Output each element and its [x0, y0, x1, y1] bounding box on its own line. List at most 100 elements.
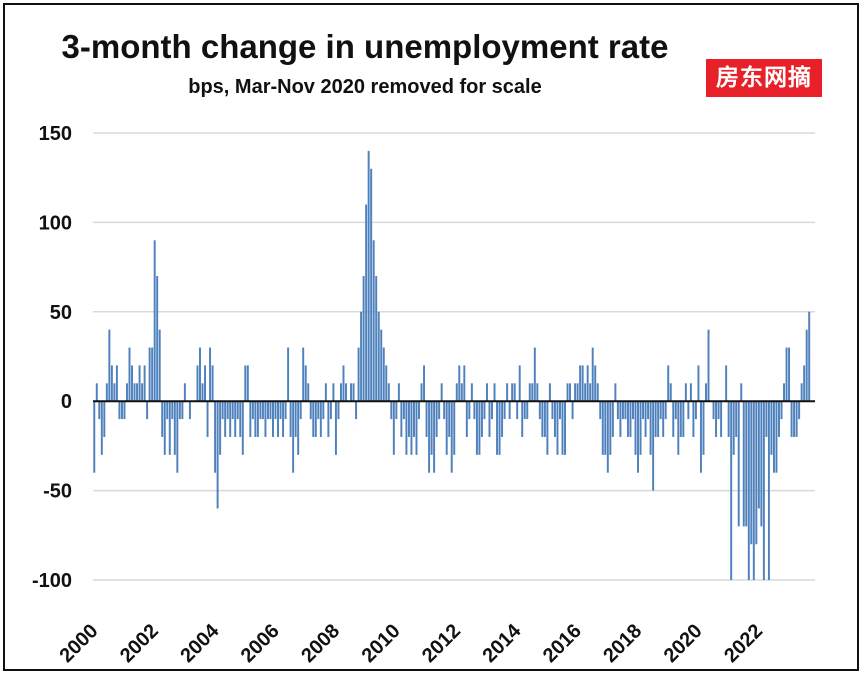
bar: [637, 401, 639, 473]
bar: [790, 401, 793, 437]
bar: [720, 401, 723, 437]
bar: [204, 365, 206, 402]
bar: [304, 365, 307, 402]
bar: [173, 401, 176, 455]
bar: [463, 365, 466, 402]
bar: [110, 365, 113, 402]
bar: [470, 383, 473, 402]
bar: [420, 383, 423, 402]
bar: [760, 401, 763, 527]
bar: [506, 383, 509, 402]
bar: [307, 383, 310, 402]
bar: [206, 401, 209, 437]
y-tick-label: -50: [43, 481, 72, 503]
x-tick-label: 2006: [237, 620, 284, 667]
bar: [594, 365, 597, 402]
bar: [430, 401, 433, 455]
bar: [732, 401, 735, 455]
bar: [808, 311, 811, 402]
bar: [767, 401, 770, 580]
bar: [664, 401, 667, 420]
bar: [699, 401, 702, 473]
bar: [120, 401, 123, 420]
bar: [614, 383, 617, 402]
bar: [689, 383, 692, 402]
x-tick-label: 2000: [56, 620, 103, 667]
bar: [146, 401, 149, 420]
bar: [261, 401, 264, 420]
bar: [118, 401, 121, 420]
bar: [362, 276, 365, 402]
bar: [584, 383, 587, 402]
bar: [715, 401, 718, 437]
bar: [657, 401, 660, 437]
bar: [513, 383, 516, 402]
bar: [143, 365, 146, 402]
bar: [284, 401, 287, 420]
bar: [455, 383, 458, 402]
x-tick-label: 2008: [297, 620, 344, 667]
bar: [423, 365, 426, 402]
bar: [725, 365, 728, 402]
bar: [249, 401, 252, 437]
bar: [168, 401, 171, 455]
bar: [501, 401, 504, 437]
bar: [397, 383, 400, 402]
bar: [667, 365, 670, 402]
bar: [541, 401, 544, 437]
bar: [231, 401, 234, 420]
bar: [800, 383, 803, 402]
bar: [327, 401, 330, 437]
bar: [375, 276, 378, 402]
x-tick-label: 2014: [478, 619, 526, 667]
bar: [511, 383, 514, 402]
bar: [254, 401, 257, 437]
y-tick-label: 100: [39, 212, 72, 234]
bar: [412, 401, 415, 437]
bar: [795, 401, 798, 437]
bar: [556, 401, 559, 455]
bar: [440, 383, 443, 402]
watermark-badge: 房东网摘: [706, 59, 822, 97]
bar: [103, 401, 106, 437]
bar: [158, 329, 161, 402]
bar: [163, 401, 166, 455]
bar: [201, 383, 204, 402]
bar: [566, 383, 569, 402]
bar: [443, 401, 446, 420]
bar: [559, 401, 561, 420]
chart-title: 3-month change in unemployment rate: [61, 28, 669, 65]
bar: [115, 365, 118, 402]
bar: [496, 401, 499, 455]
bar: [334, 401, 337, 455]
bar: [604, 401, 607, 455]
bar: [621, 401, 624, 420]
bar: [745, 401, 748, 527]
bar: [498, 401, 501, 455]
bar: [216, 401, 219, 509]
bar: [586, 365, 589, 402]
bar: [639, 401, 642, 455]
bar: [319, 401, 322, 437]
bar: [669, 383, 672, 402]
bar: [402, 401, 405, 420]
bar: [136, 383, 139, 402]
bar: [528, 383, 531, 402]
bar: [644, 401, 647, 437]
bar: [372, 240, 375, 402]
bar: [526, 401, 529, 420]
bar: [156, 276, 159, 402]
bar: [450, 401, 453, 473]
bar: [400, 401, 403, 437]
bar: [533, 347, 536, 402]
bar: [579, 365, 582, 402]
bar: [523, 401, 526, 420]
bar: [606, 401, 609, 473]
bar: [642, 401, 645, 420]
bar: [287, 347, 290, 402]
bar: [652, 401, 655, 491]
bar: [553, 401, 556, 437]
bar: [438, 401, 441, 420]
bar: [407, 401, 410, 437]
